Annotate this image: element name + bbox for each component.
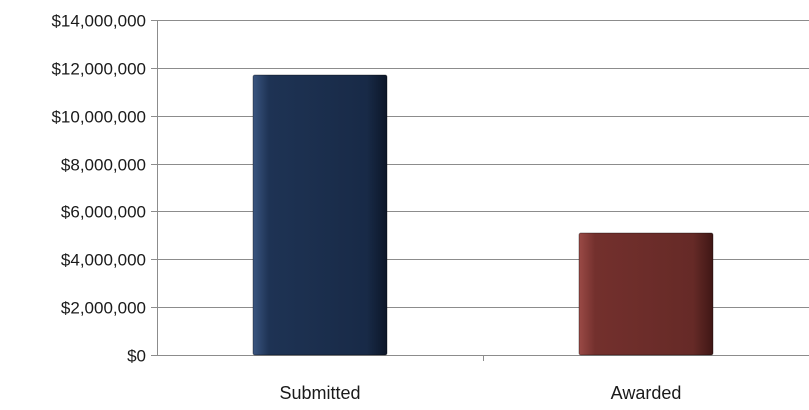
x-tick-label: Awarded (611, 383, 682, 403)
y-tick-label: $10,000,000 (51, 108, 146, 127)
bar-submitted (252, 74, 388, 356)
y-tick-label: $2,000,000 (61, 299, 146, 318)
y-tick-label: $4,000,000 (61, 251, 146, 270)
y-tick-label: $0 (127, 347, 146, 366)
axes (151, 20, 809, 361)
y-tick-label: $12,000,000 (51, 60, 146, 79)
x-tick-label: Submitted (279, 383, 360, 403)
tick-labels: $0 $2,000,000 $4,000,000 $6,000,000 $8,000,0… (51, 12, 681, 404)
y-tick-label: $6,000,000 (61, 203, 146, 222)
bar-awarded (578, 232, 714, 356)
bars (252, 74, 714, 356)
y-tick-label: $8,000,000 (61, 156, 146, 175)
y-tick-label: $14,000,000 (51, 12, 146, 31)
